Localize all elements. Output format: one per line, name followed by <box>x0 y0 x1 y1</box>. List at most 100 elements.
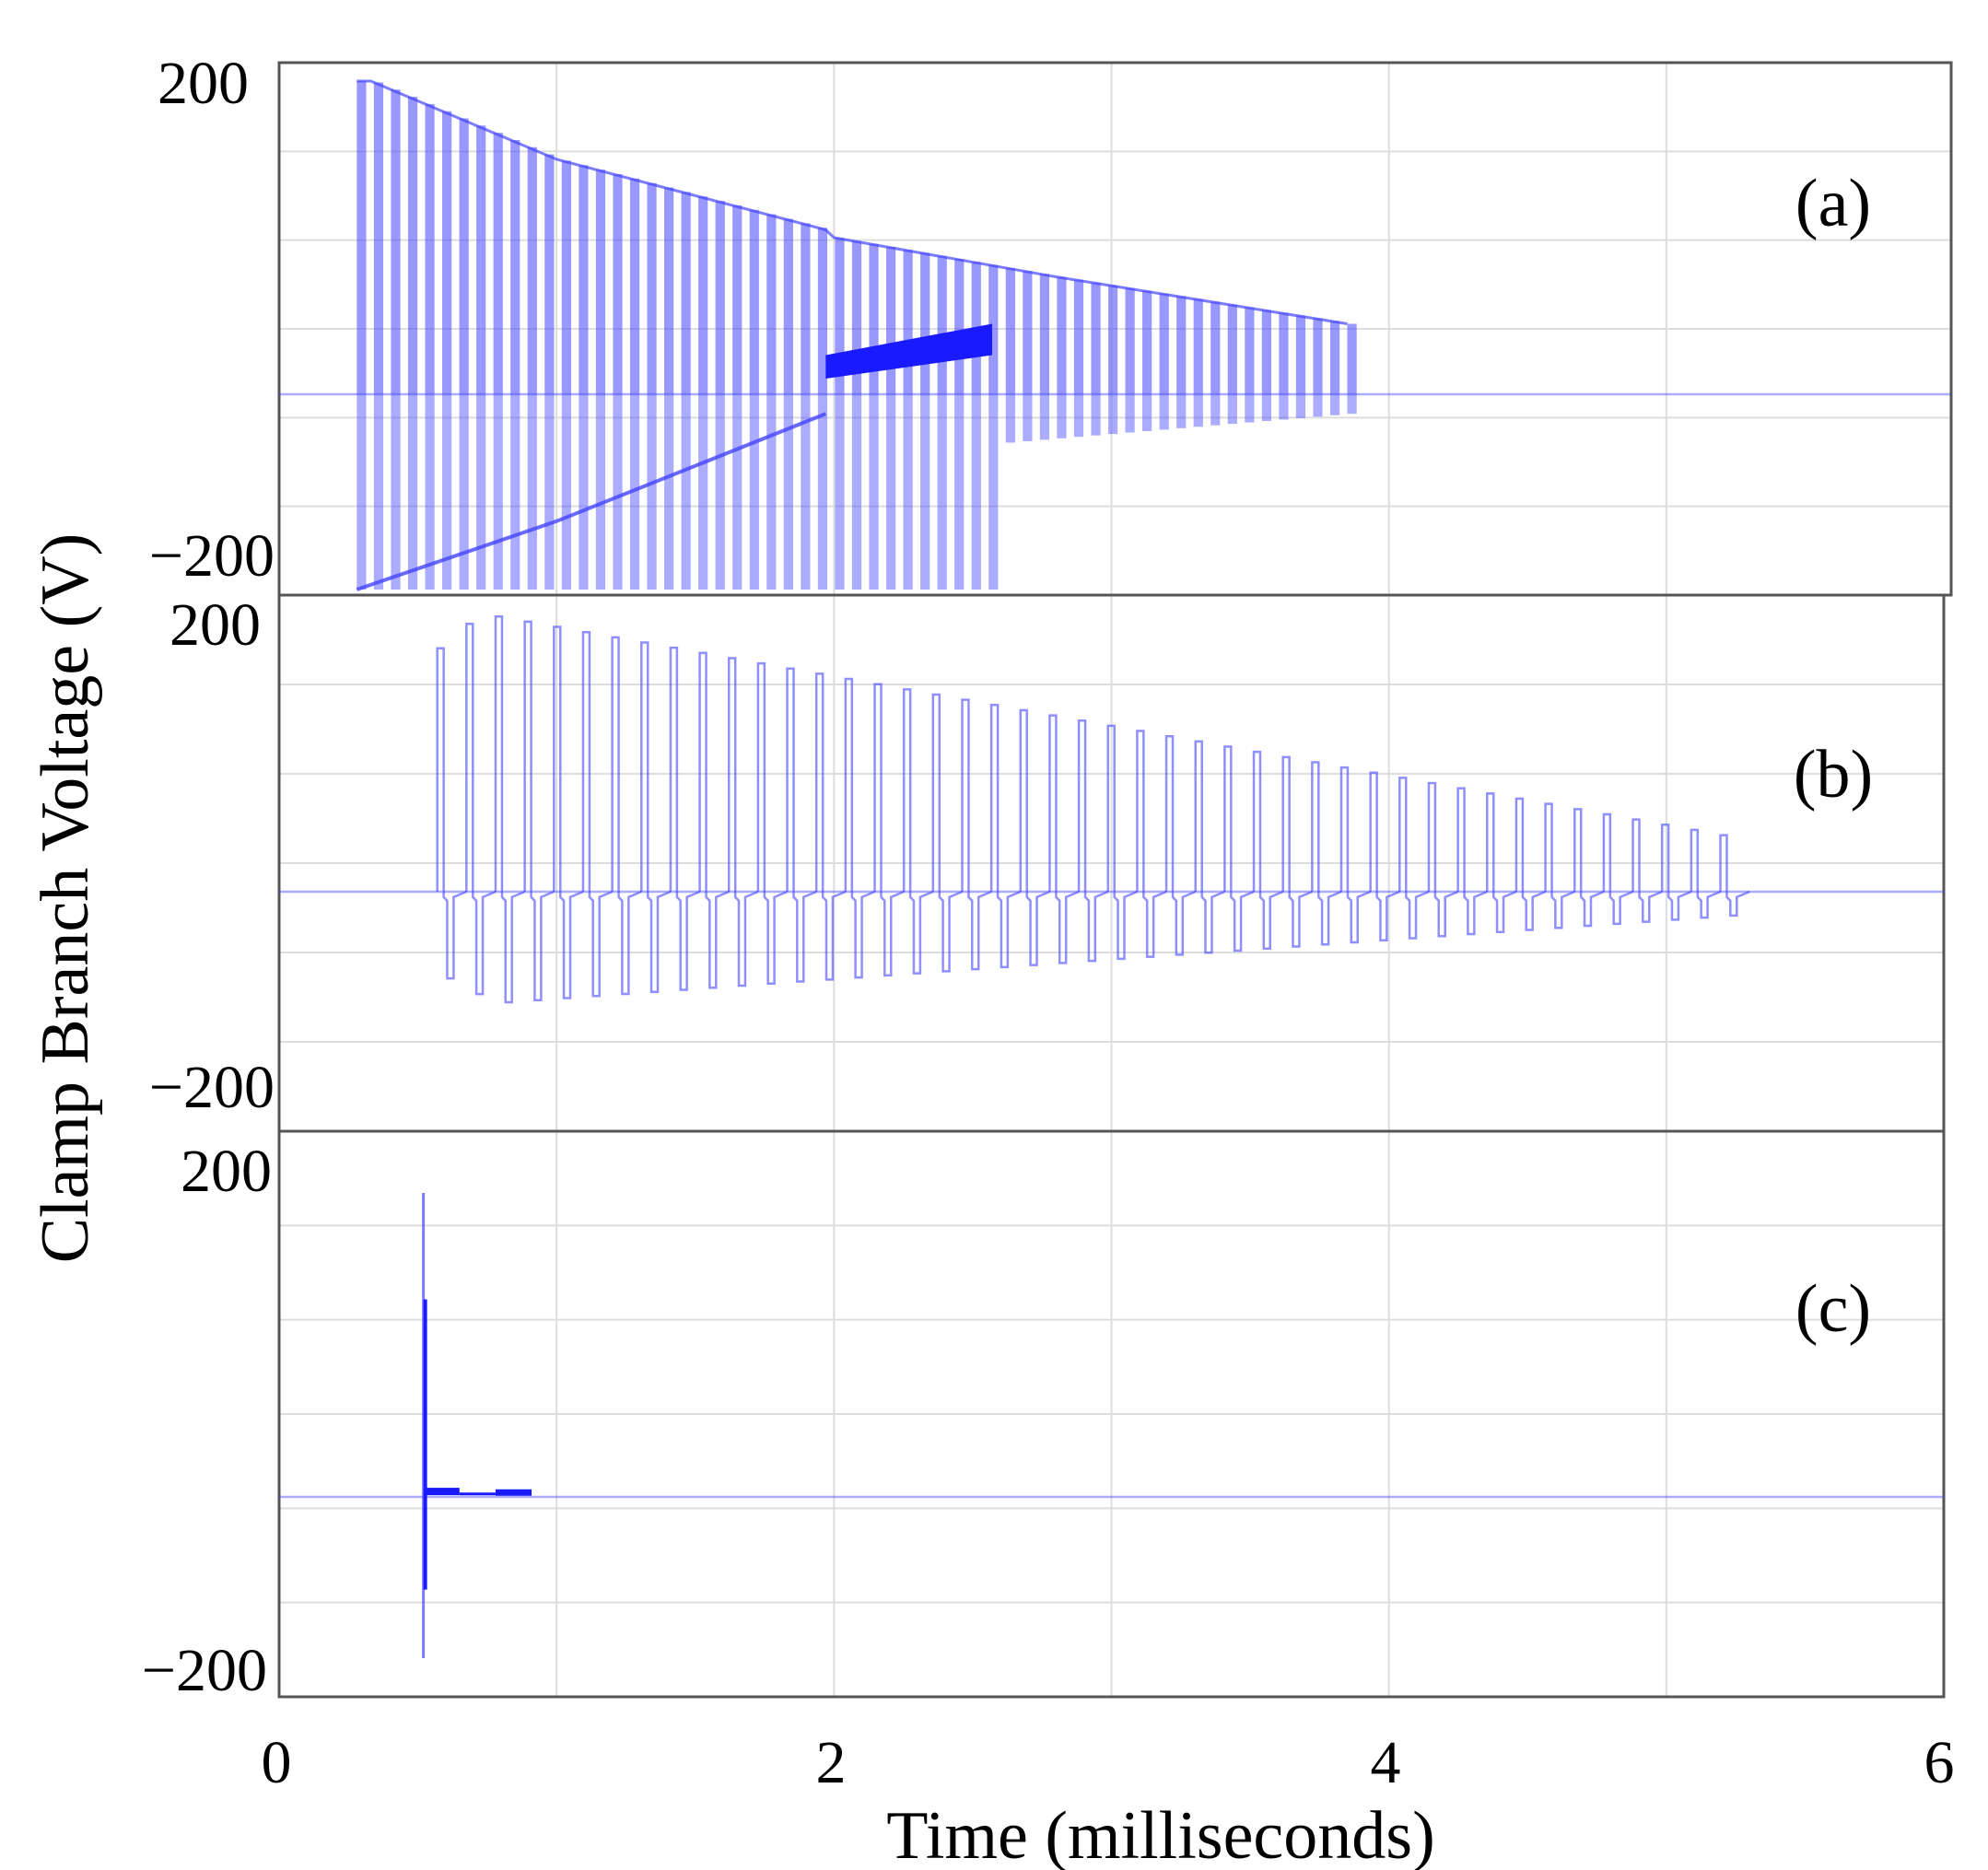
pulse-trace <box>436 647 467 980</box>
pulse-upper <box>442 111 452 395</box>
pulse-trace <box>1019 708 1050 966</box>
pulse-upper <box>869 243 879 394</box>
pulse-lower <box>613 394 623 590</box>
dense-band <box>825 323 992 379</box>
pulse-trace <box>1514 797 1547 931</box>
pulse-trace <box>1486 792 1517 934</box>
pulse-upper <box>766 214 777 394</box>
pulse-trace <box>873 683 905 977</box>
pulse-upper <box>1279 312 1289 394</box>
pulse-trace <box>1252 750 1284 950</box>
pulse-lower <box>749 394 759 590</box>
pulse-trace <box>1311 761 1342 946</box>
pulse-upper <box>817 228 828 394</box>
pulse-lower <box>1210 394 1221 426</box>
pulse-upper <box>613 174 623 394</box>
pulse-lower <box>1227 394 1237 425</box>
pulse-trace <box>1048 714 1080 964</box>
pulse-upper <box>1347 323 1357 394</box>
pulse-upper <box>1057 276 1067 394</box>
pulse-lower <box>1176 394 1187 428</box>
pulse-lower <box>476 394 486 590</box>
panel-a-label: (a) <box>1795 166 1871 241</box>
pulse-trace <box>1544 802 1575 929</box>
pulse-upper <box>920 252 930 394</box>
pulse-lower <box>1261 394 1272 422</box>
pulse-upper <box>510 139 520 395</box>
pulse-trace <box>1281 755 1313 948</box>
pulse-trace <box>1164 734 1197 956</box>
pulse-trace <box>1573 808 1605 928</box>
pulse-lower <box>1125 394 1135 433</box>
pulse-upper <box>1091 282 1101 394</box>
pulse-trace <box>1223 745 1255 953</box>
pulse-lower <box>407 394 418 590</box>
pulse-trace <box>640 641 672 994</box>
pulse-lower <box>698 394 708 590</box>
pulse-trace <box>465 623 497 996</box>
pulse-upper <box>1142 290 1152 394</box>
pulse-lower <box>493 394 503 590</box>
pulse-lower <box>817 394 828 590</box>
pulse-upper <box>1005 267 1015 394</box>
pulse-lower <box>1295 394 1306 418</box>
pulse-trace <box>1077 719 1109 963</box>
upper-envelope <box>357 79 1348 325</box>
pulse-lower <box>357 394 367 590</box>
pulse-trace <box>1690 828 1722 919</box>
pulse-upper <box>1295 315 1306 394</box>
pulse-upper <box>681 192 691 394</box>
pulse-upper <box>476 125 486 394</box>
pulse-trace <box>1369 771 1400 941</box>
pulse-upper <box>954 259 965 394</box>
ramp-line <box>356 412 827 591</box>
pulse-upper <box>1227 304 1237 394</box>
pulse-lower <box>1313 394 1323 417</box>
pulse-upper <box>715 201 725 394</box>
pulse-upper <box>783 218 793 394</box>
pulse-lower <box>715 394 725 590</box>
pulse-upper <box>1245 307 1255 394</box>
pulse-lower <box>459 394 469 590</box>
pulse-upper <box>595 169 606 394</box>
pulse-lower <box>903 394 913 590</box>
x-axis-title: Time (milliseconds) <box>886 1798 1434 1870</box>
pulse-upper <box>885 246 896 394</box>
xtick-label-0: 0 <box>262 1729 292 1796</box>
pulse-lower <box>851 394 862 590</box>
pulse-lower <box>391 394 401 590</box>
pulse-trace <box>1631 818 1663 923</box>
panel-c-label: (c) <box>1795 1271 1871 1347</box>
pulse-lower <box>561 394 571 590</box>
pulse-trace <box>494 614 526 1004</box>
pulse-lower <box>766 394 777 590</box>
pulse-lower <box>1107 394 1118 435</box>
pulse-trace <box>1136 730 1167 958</box>
pulse-upper <box>988 264 999 394</box>
pulse-upper <box>561 160 571 394</box>
pulse-trace <box>756 661 789 986</box>
pulse-upper <box>527 146 537 394</box>
pulse-lower <box>1279 394 1289 420</box>
pulse-upper <box>1329 321 1340 394</box>
pulse-upper <box>698 196 708 394</box>
pulse-trace <box>786 667 817 983</box>
pulse-upper <box>544 154 555 394</box>
pulse-upper <box>493 133 503 394</box>
pulse-lower <box>801 394 811 590</box>
pulse-upper <box>357 81 367 394</box>
pulse-upper <box>851 240 862 394</box>
pulse-upper <box>1125 287 1135 394</box>
pulse-upper <box>937 255 947 394</box>
pulse-trace <box>1339 766 1372 944</box>
pulse-lower <box>1023 394 1033 441</box>
pulse-upper <box>663 187 674 394</box>
panel-frame <box>277 1129 1946 1699</box>
pulse-lower <box>544 394 555 590</box>
pulse-upper <box>1210 301 1221 394</box>
panel-a-ytick-top: 200 <box>158 50 249 117</box>
pulse-lower <box>869 394 879 590</box>
panel-a <box>277 61 1953 597</box>
pulse-upper <box>1159 293 1169 394</box>
pulse-upper <box>1107 285 1118 394</box>
